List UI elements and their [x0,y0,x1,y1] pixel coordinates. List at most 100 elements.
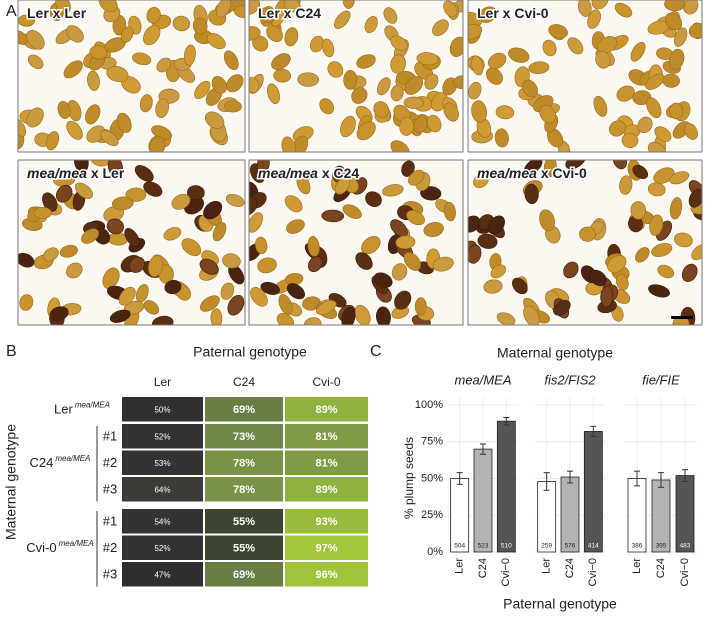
cell-value: 50% [154,405,170,414]
seed [210,308,223,325]
row-label: #1 [103,514,117,529]
seed [423,222,444,237]
seed [33,207,52,219]
seed [382,184,404,197]
seed [607,255,627,273]
seed [109,309,131,323]
photo-caption: Ler x Cvi-0 [477,5,549,21]
seed [19,294,34,311]
x-tick-label: Cvi−0 [679,558,691,586]
seed [98,0,118,13]
seed [395,235,416,249]
heat-cell [285,509,368,534]
heat-cell [285,477,368,502]
seed [565,160,586,170]
seed [18,252,35,268]
seed [609,120,626,137]
seed [373,101,390,119]
seed [59,244,78,258]
cell-value: 89% [315,404,337,416]
seed [365,191,382,208]
seed [649,214,664,236]
seed [172,15,191,32]
seed [283,0,301,13]
seed [74,160,89,173]
seed [669,171,690,185]
column-header: C24 [233,375,255,389]
seed [646,97,662,119]
caption-text: Ler x Ler [27,5,87,21]
row-label: #3 [103,567,117,582]
seed [143,181,163,197]
seed [490,264,506,279]
count-label: 523 [478,543,489,550]
seed [155,98,170,118]
seed [567,37,584,55]
seed [343,70,358,90]
seed [632,165,649,179]
row-label: #1 [103,429,117,444]
seed [414,297,427,316]
cell-value: 93% [315,516,337,528]
seed [187,185,205,201]
seed [27,54,44,70]
row-label: #3 [103,482,117,497]
seed [674,232,693,248]
heat-cell [205,562,283,587]
seed [593,95,608,117]
x-tick-label: C24 [564,558,576,578]
seed [297,72,319,87]
caption-text: Ler x C24 [258,5,321,21]
seed [271,53,291,70]
seed [342,204,362,219]
cell-value: 78% [233,484,255,496]
seed [284,195,303,213]
seed [46,131,60,151]
seed [134,165,154,182]
seed [468,23,483,40]
seed [420,186,442,201]
count-label: 259 [541,543,552,550]
seed [508,47,530,63]
seed [614,2,633,18]
seed [258,7,275,23]
x-tick-label: Cvi−0 [587,558,599,586]
seed [286,283,305,300]
seed [399,116,415,136]
cell-value: 47% [154,570,170,579]
seed [66,25,84,43]
count-label: 483 [680,543,691,550]
seed [406,210,425,226]
seed [327,61,344,78]
photo [18,160,245,325]
seed [255,236,268,254]
seed [443,201,456,222]
seed [204,111,225,129]
cell-value: 69% [233,404,255,416]
seed [619,175,633,195]
seed [376,77,391,96]
group-superscript: mea/MEA [75,400,110,409]
seed [524,160,543,175]
seed [85,104,101,125]
seed [286,219,305,234]
cell-value: 96% [315,569,337,581]
photo [18,0,245,152]
seed [340,115,356,138]
seed [471,55,484,76]
seed [449,36,463,57]
seed [74,182,93,199]
seed [688,23,702,39]
seed [408,169,425,186]
seed [375,306,391,325]
count-label: 395 [656,543,667,550]
seed [373,272,393,288]
seed [120,26,134,43]
heat-cell [285,535,368,560]
x-tick-label: Ler [631,558,643,574]
heat-cell [285,424,368,449]
group-label: C24 mea/MEA [30,454,91,470]
seed [66,120,83,140]
y-tick-label: 25% [421,509,443,521]
seed [477,233,498,249]
